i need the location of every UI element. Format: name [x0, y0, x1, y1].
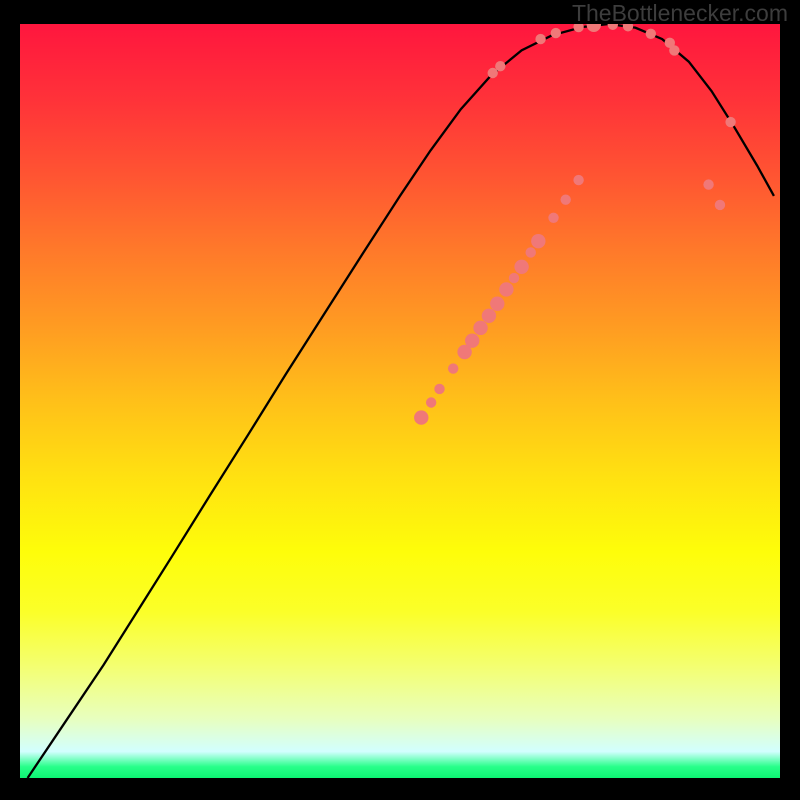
bottleneck-curve [28, 24, 774, 778]
data-point-marker [414, 410, 428, 424]
data-point-marker [551, 28, 561, 38]
data-point-marker [548, 213, 558, 223]
data-point-marker [514, 260, 528, 274]
data-point-marker [482, 309, 496, 323]
data-point-marker [669, 45, 679, 55]
chart-plot-area [20, 24, 780, 778]
data-point-marker [473, 321, 487, 335]
data-point-marker [509, 273, 519, 283]
data-point-marker [725, 117, 735, 127]
data-point-marker [434, 384, 444, 394]
data-point-marker [490, 297, 504, 311]
chart-svg-layer [20, 24, 780, 778]
watermark-text: TheBottlenecker.com [572, 0, 788, 27]
data-point-marker [526, 247, 536, 257]
data-point-marker [531, 234, 545, 248]
data-point-marker [448, 363, 458, 373]
data-point-marker [646, 29, 656, 39]
data-point-marker [426, 397, 436, 407]
data-point-marker [560, 194, 570, 204]
data-point-marker [499, 282, 513, 296]
data-point-marker [465, 333, 479, 347]
data-point-marker [495, 61, 505, 71]
data-point-marker [703, 179, 713, 189]
data-point-marker [715, 200, 725, 210]
data-point-marker [535, 34, 545, 44]
data-point-marker [573, 175, 583, 185]
